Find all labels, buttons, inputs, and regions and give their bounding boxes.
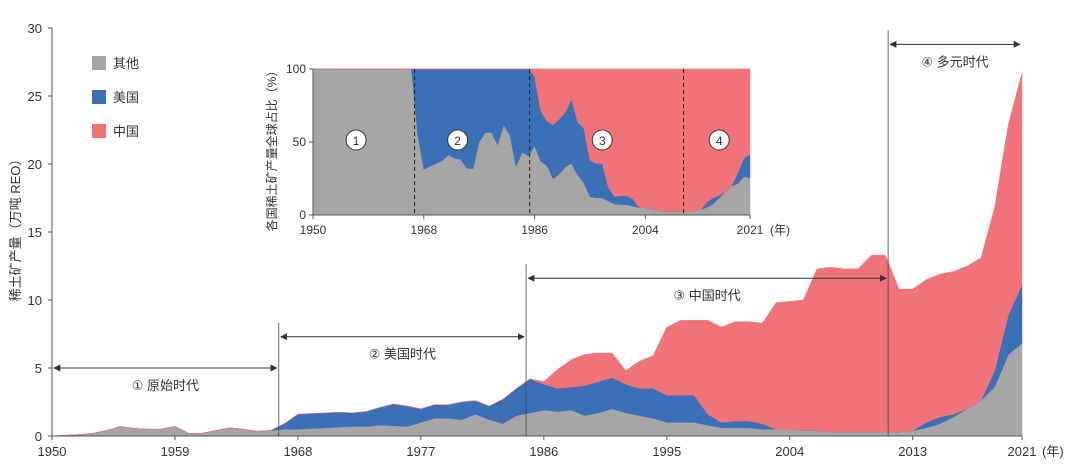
inset-x-tick-label: 2021 [737,223,764,237]
x-tick-label: 1968 [283,444,312,459]
x-tick-label: 1959 [160,444,189,459]
legend-swatch [92,90,106,104]
x-tick-label: 2013 [898,444,927,459]
x-tick-label: 1950 [38,444,67,459]
inset-region-number: 1 [353,134,360,148]
inset-x-tick-label: 2004 [632,223,659,237]
y-tick-label: 20 [28,157,42,172]
x-tick-label: 2004 [775,444,804,459]
inset-region-number: 3 [599,134,606,148]
inset-x-tick-label: 1968 [410,223,437,237]
inset-y-axis-label: 各国稀土矿产量全球占比（%） [264,65,279,232]
inset-region-number: 4 [716,134,723,148]
inset-region-badge [591,129,613,151]
x-tick-label: 2021 [1008,444,1037,459]
inset-region-badge [708,129,730,151]
inset-y-tick-label: 0 [299,208,306,222]
era-label: ② 美国时代 [369,347,436,362]
inset-region-badge [447,129,469,151]
era-annotations: ① 原始时代 ② 美国时代 ③ 中国时代 ④ 多元时代 [53,30,1021,436]
y-tick-label: 0 [35,429,42,444]
legend-label: 美国 [113,90,139,105]
inset-share-chart: 1 2 3 4 0 50 100 1950 1968 1986 2004 2021 (年) 各国稀土矿产量… [264,62,790,237]
y-axis-label: 稀土矿产量（万吨 REO） [8,153,23,302]
inset-y-tick-label: 100 [286,62,306,76]
x-tick-label: 1977 [406,444,435,459]
legend-swatch [92,124,106,138]
legend-label: 中国 [113,124,139,139]
legend-label: 其他 [113,56,139,71]
area-2 [51,72,1023,437]
era-label: ④ 多元时代 [921,54,988,69]
inset-region-number: 2 [454,134,461,148]
x-unit-label: (年) [1042,444,1064,459]
x-tick-label: 1995 [652,444,681,459]
y-tick-label: 5 [35,361,42,376]
inset-area-2 [313,68,751,212]
inset-x-tick-label: 1986 [521,223,548,237]
inset-y-tick-label: 50 [293,135,307,149]
inset-x-unit: (年) [770,223,790,237]
y-tick-label: 30 [28,21,42,36]
y-tick-label: 15 [28,225,42,240]
y-tick-label: 25 [28,89,42,104]
inset-x-tick-label: 1950 [300,223,327,237]
inset-region-badge [345,129,367,151]
era-label: ③ 中国时代 [673,288,740,303]
y-tick-label: 10 [28,293,42,308]
era-label: ① 原始时代 [132,378,199,393]
legend-swatch [92,56,106,70]
x-tick-label: 1986 [529,444,558,459]
